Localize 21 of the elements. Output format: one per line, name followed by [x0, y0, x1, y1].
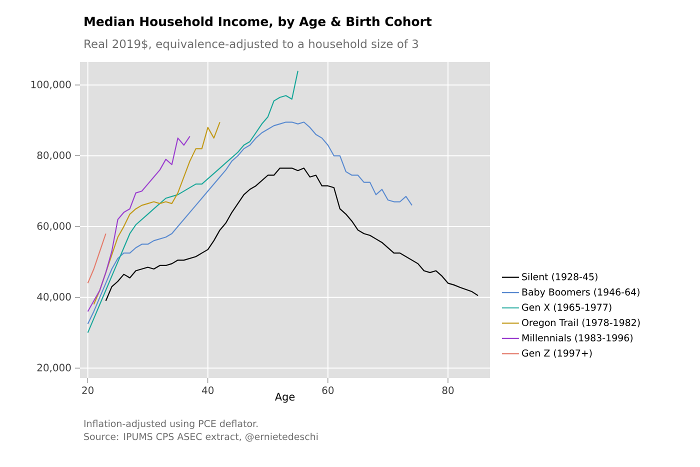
y-tick-label: 60,000 [37, 222, 71, 231]
x-axis-title: Age [274, 392, 295, 403]
legend-label: Oregon Trail (1978-1982) [522, 318, 640, 328]
y-tick-label: 20,000 [37, 364, 71, 372]
source-note: Source: IPUMS CPS ASEC extract, @ernietedeschi [84, 432, 318, 442]
legend-label: Gen X (1965-1977) [522, 304, 612, 312]
x-tick-label: 20 [82, 386, 94, 394]
legend-label: Baby Boomers (1946-64) [522, 288, 640, 298]
legend-label: Silent (1928-45) [522, 273, 598, 282]
chart-title: Median Household Income, by Age & Birth Cohort [84, 16, 432, 29]
y-tick-label: 40,000 [37, 293, 71, 302]
line-series [87, 233, 106, 284]
y-tick-label: 80,000 [37, 151, 71, 160]
text: Inflation-adjusted using PCE deflator. [84, 420, 258, 429]
legend-label: Millennials (1983-1996) [522, 334, 633, 343]
chart-subtitle: Real 2019$, equivalence-adjusted to a household size of 3 [84, 39, 418, 50]
x-tick-label: 40 [202, 386, 214, 394]
x-tick-label: 80 [442, 386, 454, 394]
x-tick-label: 60 [322, 386, 334, 394]
y-tick-label: 100,000 [31, 80, 71, 90]
legend-label: Gen Z (1997+) [522, 349, 592, 358]
